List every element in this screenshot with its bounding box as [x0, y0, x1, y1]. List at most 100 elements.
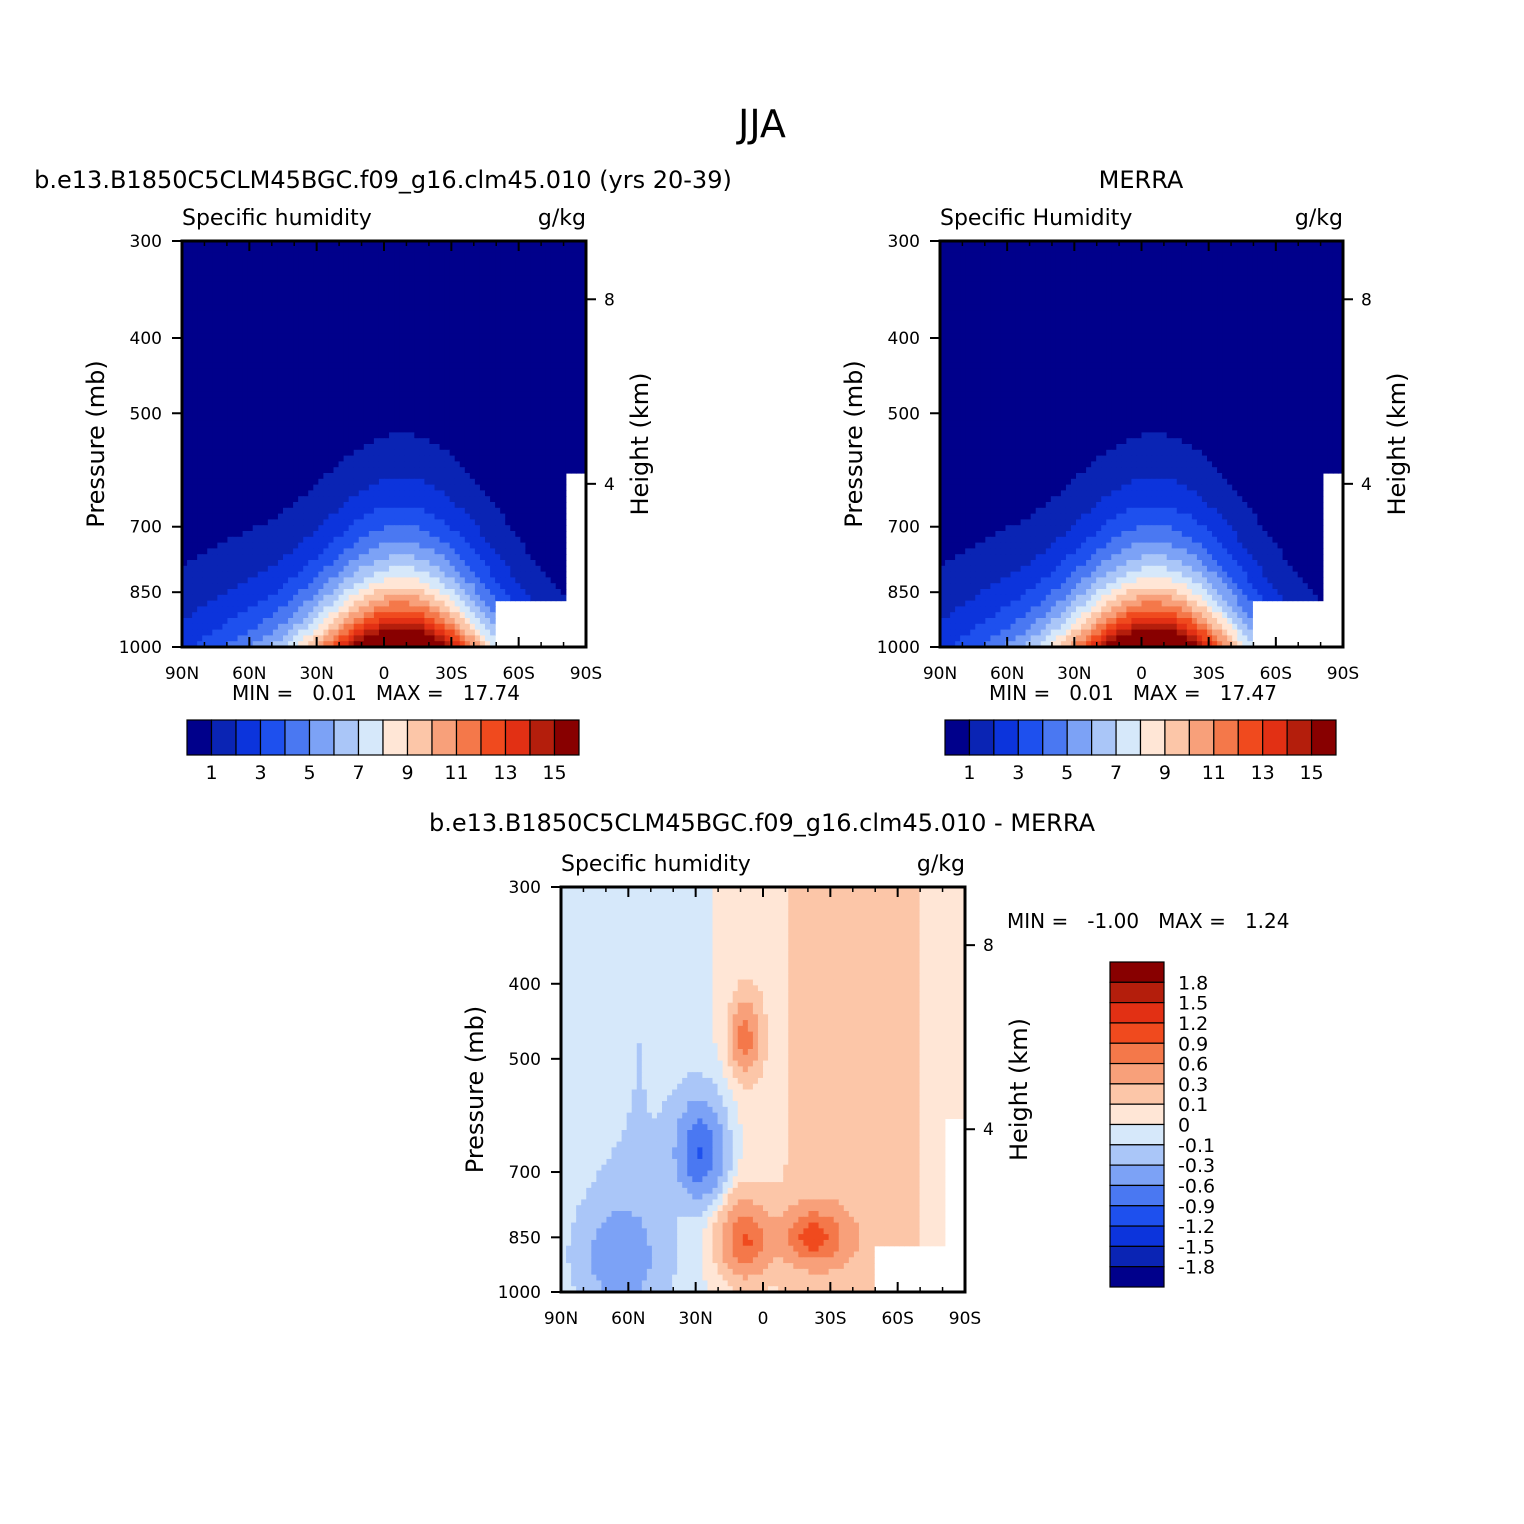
contour-cell — [343, 368, 350, 375]
contour-cell — [485, 333, 491, 341]
contour-cell — [570, 299, 577, 306]
contour-cell — [444, 397, 451, 404]
contour-cell — [540, 409, 547, 416]
contour-cell — [444, 374, 451, 381]
contour-cell — [272, 496, 279, 503]
contour-cell — [242, 600, 249, 607]
contour-cell — [217, 502, 223, 509]
contour-cell — [459, 438, 466, 445]
contour-cell — [490, 484, 496, 491]
contour-cell — [202, 496, 208, 503]
contour-cell — [343, 507, 350, 515]
contour-cell — [373, 316, 380, 323]
contour-cell — [439, 304, 446, 312]
contour-cell — [232, 293, 239, 300]
contour-cell — [490, 438, 496, 445]
contour-cell — [298, 554, 304, 561]
contour-cell — [187, 345, 193, 352]
contour-cell — [368, 380, 375, 387]
contour-cell — [520, 548, 526, 555]
contour-cell — [495, 380, 501, 387]
contour-cell — [495, 502, 501, 509]
contour-cell — [485, 444, 491, 451]
contour-cell — [262, 490, 269, 497]
contour-cell — [353, 507, 360, 515]
contour-cell — [368, 565, 375, 573]
contour-cell — [323, 328, 330, 335]
contour-cell — [272, 525, 279, 532]
contour-cell — [525, 345, 532, 352]
contour-cell — [520, 403, 526, 410]
contour-cell — [550, 281, 557, 288]
contour-cell — [469, 490, 476, 497]
contour-cell — [232, 496, 239, 503]
contour-cell — [217, 548, 223, 555]
contour-cell — [348, 478, 355, 486]
contour-cell — [232, 455, 239, 462]
contour-cell — [288, 362, 294, 370]
contour-cell — [192, 264, 198, 271]
contour-cell — [399, 455, 405, 462]
contour-cell — [252, 357, 259, 364]
contour-cell — [570, 362, 577, 370]
contour-cell — [192, 519, 198, 526]
contour-cell — [182, 490, 188, 497]
contour-cell — [535, 281, 542, 288]
contour-cell — [338, 333, 345, 341]
contour-cell — [560, 351, 567, 358]
contour-cell — [454, 432, 461, 439]
contour-cell — [308, 264, 314, 271]
contour-cell — [555, 246, 562, 254]
contour-cell — [257, 560, 264, 567]
contour-cell — [222, 531, 229, 538]
contour-cell — [464, 438, 471, 445]
contour-cell — [303, 438, 309, 445]
contour-cell — [505, 432, 511, 439]
contour-cell — [232, 473, 239, 480]
contour-cell — [444, 316, 451, 323]
contour-cell — [394, 432, 400, 439]
contour-cell — [217, 577, 223, 584]
contour-cell — [242, 490, 249, 497]
contour-cell — [267, 310, 274, 317]
contour-cell — [439, 583, 446, 590]
contour-cell — [560, 258, 567, 265]
contour-cell — [394, 449, 400, 457]
contour-cell — [242, 415, 249, 422]
contour-cell — [303, 536, 309, 544]
contour-cell — [378, 316, 385, 323]
contour-cell — [520, 409, 526, 416]
contour-cell — [580, 444, 587, 451]
contour-cell — [399, 571, 405, 578]
contour-cell — [464, 264, 471, 271]
contour-cell — [378, 490, 385, 497]
contour-cell — [343, 275, 350, 283]
contour-cell — [394, 391, 400, 399]
contour-cell — [525, 420, 532, 428]
contour-cell — [540, 525, 547, 532]
contour-cell — [247, 461, 254, 468]
contour-cell — [303, 339, 309, 346]
contour-cell — [363, 397, 370, 404]
contour-cell — [394, 299, 400, 306]
contour-cell — [373, 270, 380, 277]
contour-cell — [439, 386, 446, 393]
contour-cell — [560, 444, 567, 451]
contour-cell — [303, 502, 309, 509]
contour-cell — [187, 461, 193, 468]
contour-cell — [580, 275, 587, 283]
contour-cell — [459, 386, 466, 393]
contour-cell — [222, 281, 229, 288]
contour-cell — [485, 357, 491, 364]
contour-cell — [222, 473, 229, 480]
contour-cell — [550, 241, 557, 248]
contour-cell — [318, 554, 324, 561]
contour-cell — [293, 310, 299, 317]
contour-cell — [247, 594, 254, 602]
contour-cell — [485, 397, 491, 404]
contour-cell — [262, 270, 269, 277]
contour-cell — [333, 484, 340, 491]
contour-cell — [560, 333, 567, 341]
contour-cell — [242, 496, 249, 503]
contour-cell — [505, 577, 511, 584]
